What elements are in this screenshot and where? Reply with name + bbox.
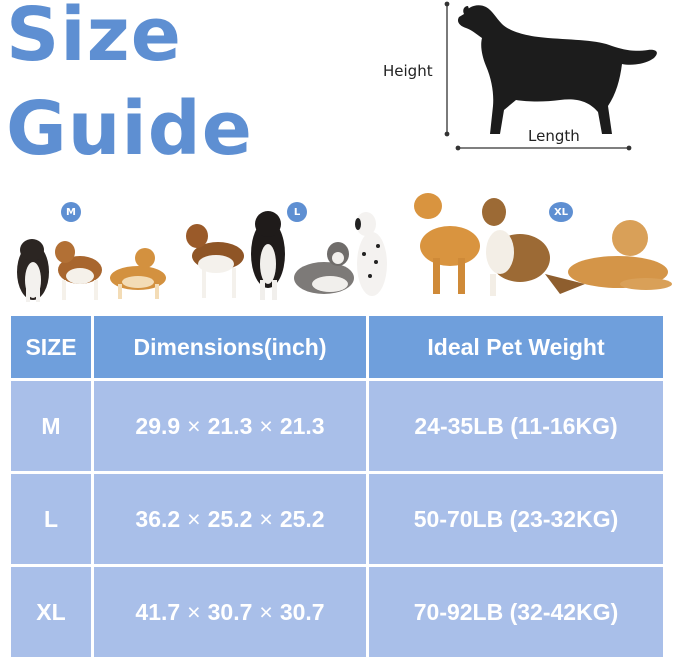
dim-separator: × [187, 505, 201, 532]
cell-weight: 24-35LB (11-16KG) [369, 381, 663, 471]
dog-silhouette-icon [444, 1, 657, 151]
dog-l-border-collie [251, 211, 285, 300]
dog-m-beagle [55, 241, 102, 300]
dog-breeds-illustration [17, 193, 672, 302]
dim-separator: × [259, 598, 273, 625]
header-dimensions: Dimensions(inch) [94, 316, 366, 378]
dog-breeds-photo: M L XL [0, 184, 679, 306]
header-weight: Ideal Pet Weight [369, 316, 663, 378]
dog-xl-golden-lying [568, 220, 672, 290]
dim-length: 41.7 [135, 598, 181, 625]
cell-dimensions: 41.7 × 30.7 × 30.7 [94, 567, 366, 657]
size-badge-l: L [287, 202, 307, 222]
dim-height: 25.2 [279, 505, 325, 532]
size-badge-m: M [61, 202, 81, 222]
title-line-1: Size [6, 0, 182, 78]
dog-l-dalmatian [355, 212, 387, 296]
measurement-diagram: Height Length [376, 0, 676, 160]
cell-dimensions: 36.2 × 25.2 × 25.2 [94, 474, 366, 564]
size-badge-xl: XL [549, 202, 573, 222]
table-row: M 29.9 × 21.3 × 21.3 24-35LB (11-16KG) [11, 381, 663, 471]
dim-width: 25.2 [207, 505, 253, 532]
dog-l-husky [294, 242, 354, 294]
cell-size: XL [11, 567, 91, 657]
dim-length: 36.2 [135, 505, 181, 532]
cell-size: M [11, 381, 91, 471]
cell-weight: 50-70LB (23-32KG) [369, 474, 663, 564]
dim-height: 30.7 [279, 598, 325, 625]
table-row: L 36.2 × 25.2 × 25.2 50-70LB (23-32KG) [11, 474, 663, 564]
dim-width: 21.3 [207, 412, 253, 439]
dim-height: 21.3 [279, 412, 325, 439]
dog-xl-golden [414, 193, 480, 294]
dog-l-beagle [186, 224, 244, 298]
dog-m-shiba [110, 248, 166, 299]
cell-dimensions: 29.9 × 21.3 × 21.3 [94, 381, 366, 471]
table-header-row: SIZE Dimensions(inch) Ideal Pet Weight [11, 316, 663, 378]
dog-xl-collie [482, 198, 585, 296]
header-size: SIZE [11, 316, 91, 378]
dim-length: 29.9 [135, 412, 181, 439]
dim-width: 30.7 [207, 598, 253, 625]
title-line-2: Guide [6, 86, 253, 172]
height-label: Height [383, 62, 433, 80]
table-row: XL 41.7 × 30.7 × 30.7 70-92LB (32-42KG) [11, 567, 663, 657]
dim-separator: × [259, 412, 273, 439]
length-label: Length [528, 127, 580, 145]
cell-size: L [11, 474, 91, 564]
cell-weight: 70-92LB (32-42KG) [369, 567, 663, 657]
dog-m-border-collie [17, 239, 49, 302]
dim-separator: × [187, 412, 201, 439]
dim-separator: × [187, 598, 201, 625]
dim-separator: × [259, 505, 273, 532]
size-table: SIZE Dimensions(inch) Ideal Pet Weight M… [8, 313, 666, 660]
